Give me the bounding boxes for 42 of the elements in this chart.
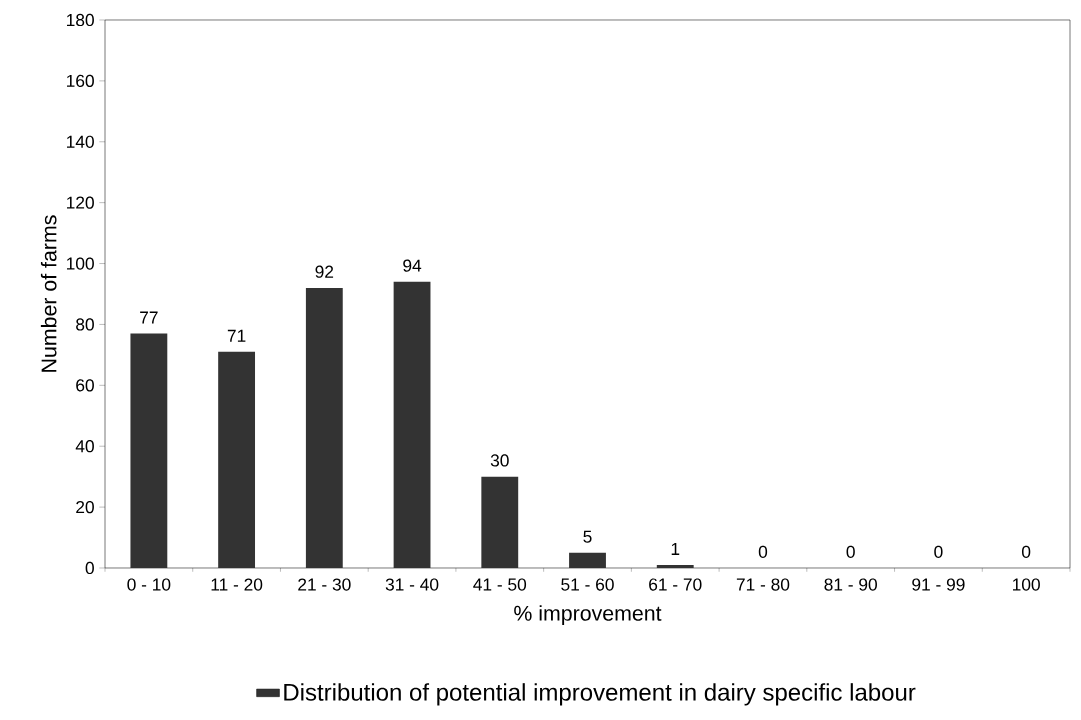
x-axis-title: % improvement: [514, 605, 662, 626]
bar: [481, 476, 519, 568]
data-label: 0: [758, 545, 768, 558]
y-tick-label: 20: [76, 500, 94, 514]
data-label: 1: [671, 542, 680, 555]
x-tick-label: 100: [1013, 578, 1040, 591]
x-tick-label: 51 - 60: [561, 578, 614, 591]
y-tick-label: 120: [67, 196, 94, 209]
y-tick-label: 100: [67, 257, 94, 270]
data-label: 77: [140, 311, 158, 324]
x-tick-label: 41 - 50: [473, 578, 527, 591]
x-tick-label: 21 - 30: [298, 578, 351, 591]
y-tick-label: 180: [67, 13, 94, 27]
y-tick-label: 160: [67, 74, 94, 88]
y-tick-label: 140: [67, 135, 94, 148]
data-label: 92: [315, 265, 334, 278]
bar: [218, 351, 256, 568]
bar: [656, 564, 694, 568]
legend-label: Distribution of potential improvement in dairy specific labour: [284, 683, 916, 706]
y-axis-title: Number of farms: [40, 215, 57, 372]
x-tick-label: 31 - 40: [385, 578, 439, 591]
data-label: 0: [934, 545, 943, 558]
x-tick-label: 61 - 70: [649, 578, 702, 591]
data-label: 0: [1021, 545, 1031, 558]
bar: [130, 333, 168, 568]
bar: [305, 287, 343, 568]
x-tick-label: 91 - 99: [912, 578, 965, 591]
data-label: 5: [583, 530, 592, 543]
data-label: 94: [403, 259, 422, 272]
y-tick-label: 0: [85, 561, 94, 575]
y-tick-label: 80: [76, 318, 94, 331]
bar: [393, 281, 431, 568]
x-tick-label: 81 - 90: [824, 578, 877, 591]
bar: [569, 552, 606, 568]
x-tick-label: 71 - 80: [736, 578, 790, 591]
y-tick-label: 60: [76, 379, 94, 392]
y-tick-label: 40: [75, 440, 94, 453]
data-label: 71: [227, 329, 246, 342]
data-label: 0: [846, 545, 855, 558]
x-tick-label: 0 - 10: [127, 578, 171, 591]
data-label: 30: [490, 454, 509, 467]
x-tick-label: 11 - 20: [211, 578, 263, 591]
